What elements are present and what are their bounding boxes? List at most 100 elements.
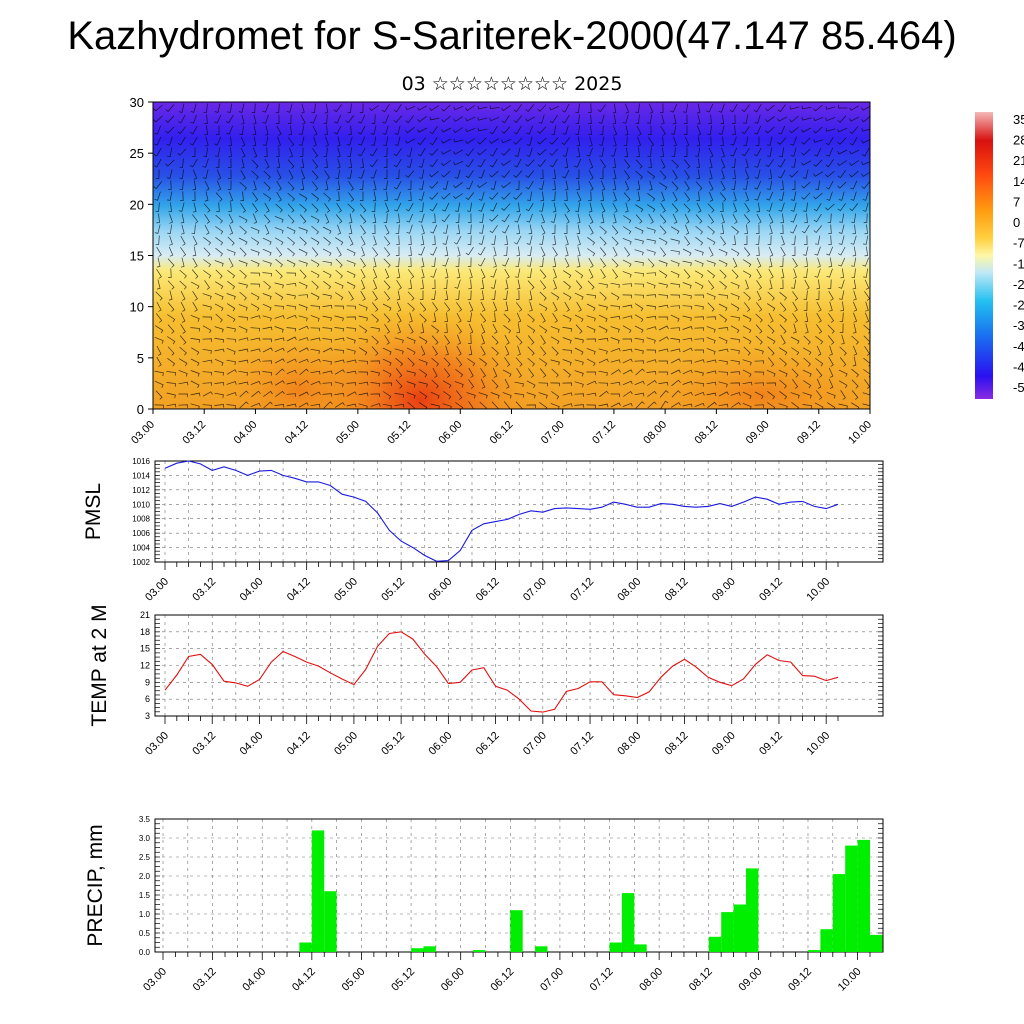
wind-barb: [695, 236, 704, 246]
wind-barb: [789, 170, 799, 178]
wind-barb: [805, 323, 809, 334]
wind-barb: [791, 158, 797, 168]
wind-barb: [828, 378, 834, 389]
x-tick-label: 06.12: [474, 576, 502, 604]
wind-barb: [204, 224, 210, 235]
wind-barb: [828, 367, 834, 378]
wind-barb: [563, 224, 568, 234]
wind-barb: [276, 191, 282, 202]
wind-barb: [489, 158, 498, 168]
wind-barb: [479, 213, 484, 223]
wind-barb: [465, 116, 476, 122]
wind-barb: [443, 391, 452, 400]
precip-bar: [708, 936, 722, 952]
wind-barb: [586, 147, 593, 157]
wind-barb: [540, 335, 546, 345]
wind-barb: [816, 301, 822, 312]
wind-barb: [154, 136, 162, 146]
wind-barb: [599, 291, 607, 301]
x-tick-label: 03.12: [191, 966, 219, 994]
wind-barb: [600, 202, 606, 213]
wind-barb: [744, 302, 751, 312]
wind-barb: [743, 136, 748, 146]
wind-barb: [682, 326, 693, 330]
wind-barb: [718, 248, 728, 256]
wind-barb: [647, 114, 653, 124]
wind-barb: [813, 104, 823, 112]
wind-barb: [371, 202, 376, 212]
y-tick-label: 1016: [132, 457, 150, 466]
wind-barb: [311, 247, 319, 257]
wind-barb: [238, 370, 248, 376]
wind-barb: [792, 301, 798, 312]
wind-barb: [586, 303, 596, 311]
wind-barb: [371, 114, 376, 124]
wind-barb: [588, 213, 594, 224]
wind-barb: [803, 268, 808, 278]
wind-barb: [766, 136, 773, 146]
x-tick-label: 03.00: [143, 576, 171, 604]
wind-barb: [167, 191, 173, 201]
wind-barb: [417, 147, 426, 157]
x-tick-label: 09.12: [786, 966, 814, 994]
wind-barb: [406, 147, 413, 157]
wind-barb: [394, 348, 404, 355]
wind-barb: [670, 283, 680, 288]
wind-barb: [539, 325, 548, 334]
wind-barb: [169, 235, 173, 246]
wind-barb: [825, 203, 835, 211]
wind-barb: [552, 313, 558, 323]
wind-barb: [634, 294, 644, 299]
wind-barb: [310, 337, 321, 342]
wind-barb: [214, 303, 224, 312]
wind-barb: [515, 257, 520, 267]
wind-barb: [768, 213, 774, 224]
x-tick-label: 09.00: [710, 730, 738, 758]
wind-barb: [358, 403, 368, 409]
wind-barb: [453, 182, 463, 189]
wind-barb: [383, 136, 389, 146]
wind-barb: [815, 336, 824, 345]
wind-barb: [837, 170, 846, 179]
wind-barb: [384, 247, 391, 257]
wind-barb: [801, 181, 811, 189]
colorbar-label: -1: [1013, 256, 1024, 271]
wind-barb: [622, 338, 632, 343]
wind-barb: [730, 348, 740, 354]
wind-barb: [167, 147, 173, 157]
wind-barb: [742, 391, 752, 399]
wind-barb: [696, 136, 701, 147]
wind-barb: [537, 104, 547, 112]
wind-barb: [432, 235, 436, 246]
wind-barb: [861, 181, 870, 189]
y-tick-label: 0.0: [139, 948, 151, 957]
wind-barb: [396, 312, 402, 323]
wind-barb: [202, 382, 213, 386]
wind-barb: [216, 180, 222, 191]
wind-barb: [421, 268, 425, 279]
wind-barb: [504, 301, 509, 312]
wind-barb: [298, 315, 308, 322]
wind-barb: [324, 213, 330, 224]
wind-barb: [335, 237, 344, 246]
wind-barb: [682, 403, 693, 408]
colorbar-label: 21: [1013, 153, 1024, 168]
wind-barb: [240, 147, 246, 158]
wind-barb: [660, 247, 667, 257]
wind-barb: [407, 291, 415, 301]
wind-barb: [754, 158, 761, 168]
wind-barb: [359, 347, 368, 356]
wind-barb: [384, 224, 390, 235]
wind-barb: [755, 136, 760, 146]
wind-barb: [442, 403, 452, 409]
wind-barb: [265, 125, 269, 136]
wind-barb: [154, 370, 164, 377]
x-tick-label: 08.12: [663, 576, 691, 604]
wind-barb: [624, 180, 630, 191]
wind-barb: [262, 381, 273, 385]
x-tick-label: 07.12: [568, 730, 596, 758]
wind-barb: [801, 192, 811, 200]
wind-barb: [358, 114, 366, 124]
wind-barb: [346, 281, 356, 289]
wind-barb: [611, 369, 621, 375]
